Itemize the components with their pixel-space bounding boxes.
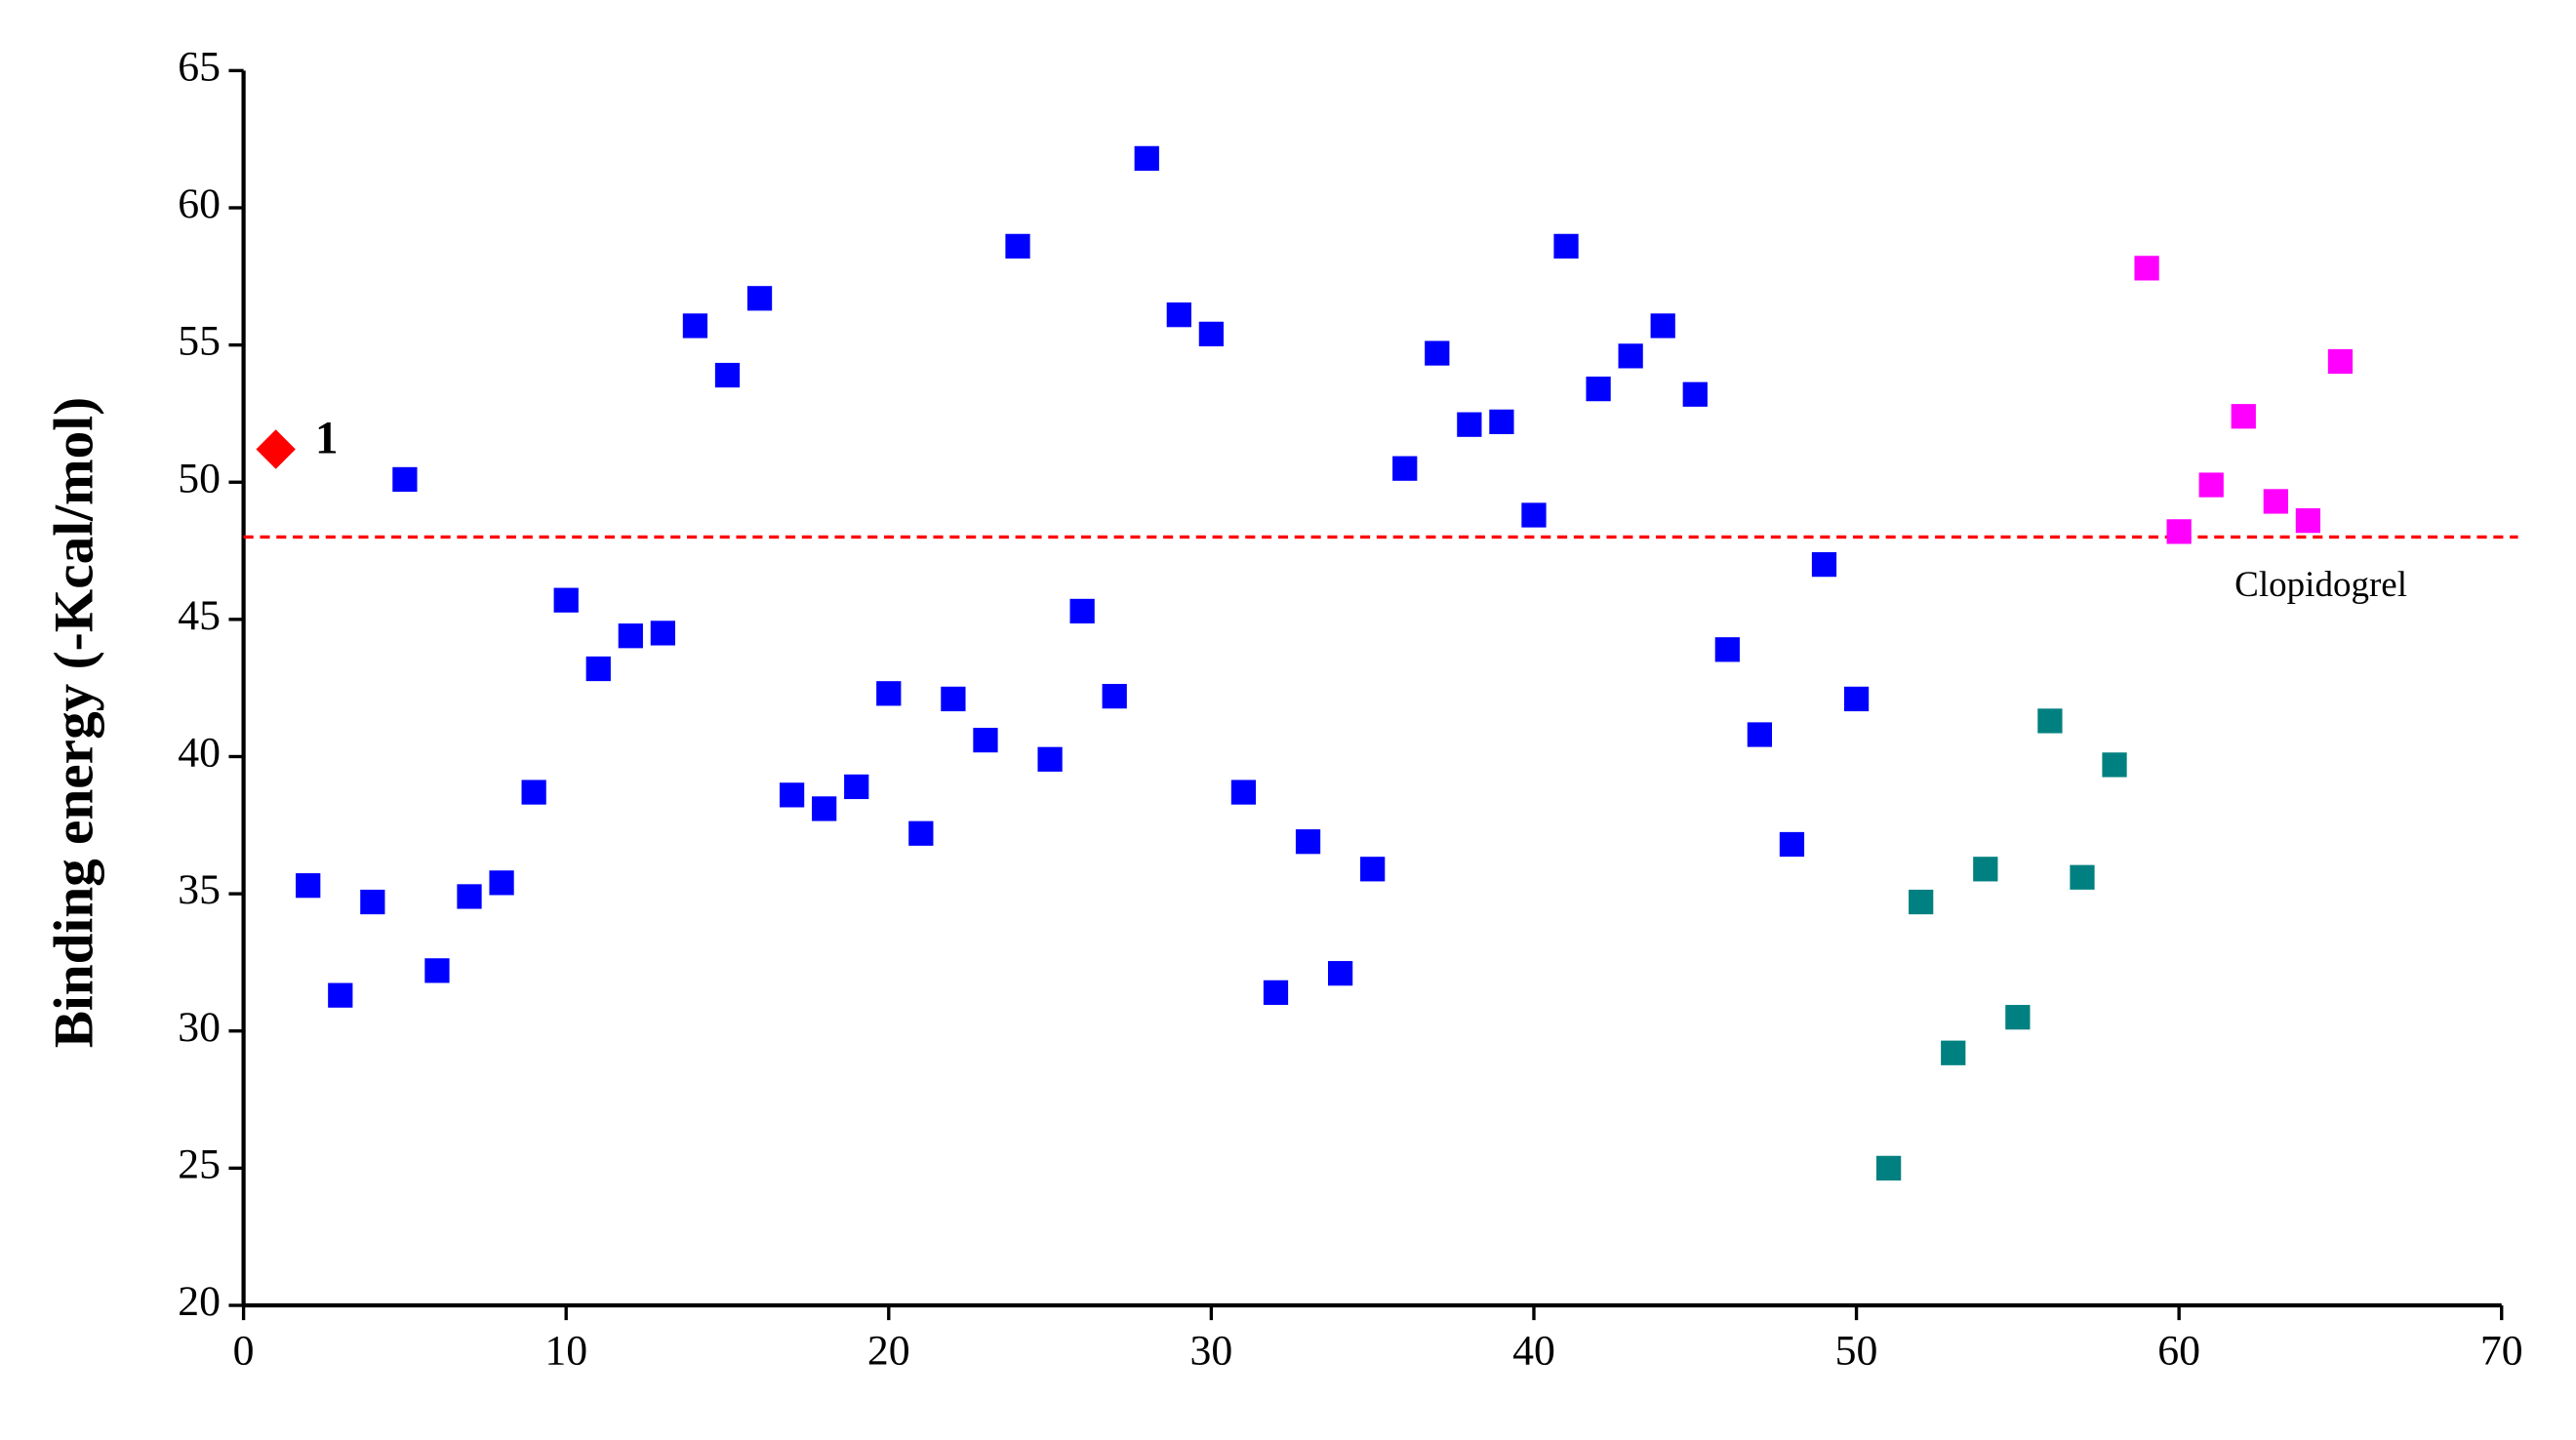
point <box>1553 233 1579 259</box>
y-tick-label: 55 <box>178 318 221 365</box>
y-tick-label: 65 <box>178 43 221 90</box>
point <box>2327 348 2354 375</box>
y-tick-label: 40 <box>178 730 221 777</box>
point <box>2198 472 2224 498</box>
point <box>812 796 837 821</box>
point <box>1521 502 1547 528</box>
point <box>585 656 611 682</box>
point <box>1618 343 1643 369</box>
point <box>2231 404 2256 429</box>
point <box>2134 256 2159 281</box>
point <box>1069 598 1095 624</box>
y-tick-label: 30 <box>178 1004 221 1051</box>
point <box>2070 864 2095 890</box>
point-label: 1 <box>315 414 339 464</box>
y-tick-label: 20 <box>178 1278 221 1325</box>
point <box>553 587 579 613</box>
x-tick-label: 0 <box>233 1328 255 1375</box>
x-tick-label: 50 <box>1835 1328 1878 1375</box>
point <box>1134 145 1159 171</box>
x-tick-label: 20 <box>867 1328 910 1375</box>
y-tick-label: 60 <box>178 180 221 227</box>
point <box>1909 889 1934 915</box>
point <box>2005 1005 2031 1030</box>
point <box>2037 708 2063 734</box>
point <box>1425 340 1450 366</box>
point <box>1650 313 1675 339</box>
point <box>2295 507 2321 534</box>
y-tick-label: 25 <box>178 1140 221 1187</box>
point <box>1102 683 1127 709</box>
y-axis-label: Binding energy (-Kcal/mol) <box>43 397 104 1049</box>
point <box>2263 489 2288 514</box>
point <box>296 873 321 899</box>
point <box>714 362 741 388</box>
point <box>1779 831 1805 858</box>
point <box>1263 980 1289 1005</box>
point <box>618 623 643 649</box>
point <box>521 780 546 805</box>
point <box>1295 829 1321 855</box>
y-tick-label: 45 <box>178 592 221 639</box>
point <box>941 686 966 712</box>
y-tick-label: 50 <box>178 455 221 501</box>
point <box>746 286 773 311</box>
point <box>973 727 998 753</box>
point <box>1843 686 1870 712</box>
point <box>1489 409 1514 434</box>
y-tick-label: 35 <box>178 866 221 913</box>
point <box>1392 456 1418 481</box>
point <box>1973 857 1998 882</box>
point <box>328 982 353 1008</box>
point <box>1747 722 1773 747</box>
reference-label: Clopidogrel <box>2234 565 2407 605</box>
point <box>1714 637 1740 662</box>
point <box>876 681 902 706</box>
point <box>908 820 934 846</box>
x-tick-label: 30 <box>1190 1328 1233 1375</box>
point <box>1875 1155 1902 1180</box>
x-tick-label: 70 <box>2480 1328 2523 1375</box>
point <box>2102 752 2127 778</box>
point <box>457 884 482 909</box>
point <box>1586 376 1611 402</box>
point <box>844 774 869 800</box>
point <box>489 870 514 896</box>
point <box>1037 746 1063 772</box>
point <box>1230 780 1257 805</box>
point <box>1198 321 1225 346</box>
point <box>1005 233 1030 259</box>
point <box>360 889 385 915</box>
point <box>1941 1040 1966 1065</box>
point <box>1682 381 1708 407</box>
point <box>1360 857 1386 882</box>
point <box>256 429 296 469</box>
point <box>1457 412 1482 437</box>
point <box>424 958 450 983</box>
x-tick-label: 40 <box>1512 1328 1555 1375</box>
point <box>392 466 418 493</box>
point <box>682 313 708 339</box>
point <box>2166 519 2192 544</box>
x-tick-label: 60 <box>2157 1328 2200 1375</box>
point <box>1811 551 1837 578</box>
point <box>1166 302 1191 328</box>
x-tick-label: 10 <box>544 1328 587 1375</box>
point <box>1327 961 1353 986</box>
point <box>650 620 675 646</box>
point <box>779 782 805 808</box>
